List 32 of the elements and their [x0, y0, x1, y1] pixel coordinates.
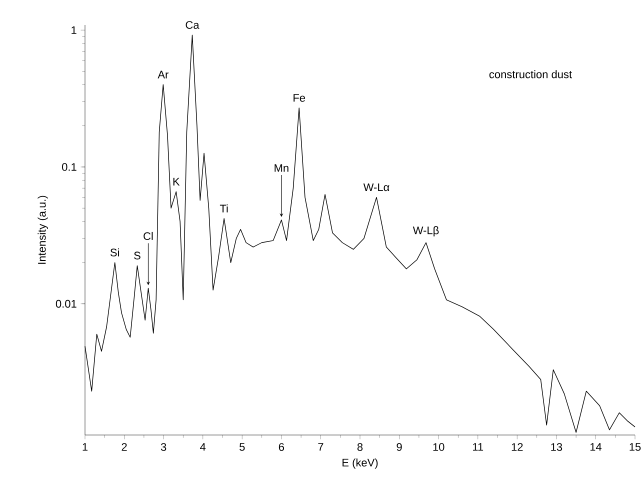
annotation: construction dust	[489, 70, 572, 78]
annotation: Ca	[186, 21, 200, 29]
x-tick-label: 11	[472, 443, 484, 451]
y-tick-label: 0.01	[56, 300, 76, 308]
annotation: W-Lα	[363, 183, 390, 192]
y-axis-title: Intensity (a.u.)	[38, 196, 48, 264]
x-tick-label: 15	[630, 443, 641, 451]
x-tick-label: 9	[396, 443, 402, 451]
x-tick-label: 14	[590, 443, 602, 451]
x-tick-label: 4	[200, 443, 206, 451]
x-tick-label: 10	[433, 443, 444, 451]
annotation: Si	[110, 248, 120, 256]
x-tick-label: 7	[318, 443, 324, 451]
annotation: W-Lβ	[412, 226, 439, 236]
x-tick-label: 8	[357, 443, 363, 451]
x-tick-label: 3	[160, 443, 166, 451]
x-tick-label: 12	[512, 443, 523, 451]
x-tick-label: 5	[240, 443, 245, 451]
x-axis-title: E (keV)	[342, 458, 378, 469]
annotation: S	[134, 252, 140, 260]
y-tick-label: 1	[72, 26, 76, 34]
annotation: Ti	[220, 204, 228, 212]
annotation: Fe	[294, 94, 306, 102]
x-tick-label: 2	[122, 443, 127, 451]
x-tick-label: 13	[551, 443, 562, 451]
x-tick-label: 1	[82, 443, 88, 451]
annotation: Mn	[274, 164, 288, 172]
annotation: Cl	[144, 232, 153, 240]
x-tick-label: 6	[278, 443, 284, 451]
annotation: K	[173, 178, 180, 186]
y-tick-label: 0.1	[62, 163, 76, 171]
annotation: Ar	[158, 70, 168, 78]
